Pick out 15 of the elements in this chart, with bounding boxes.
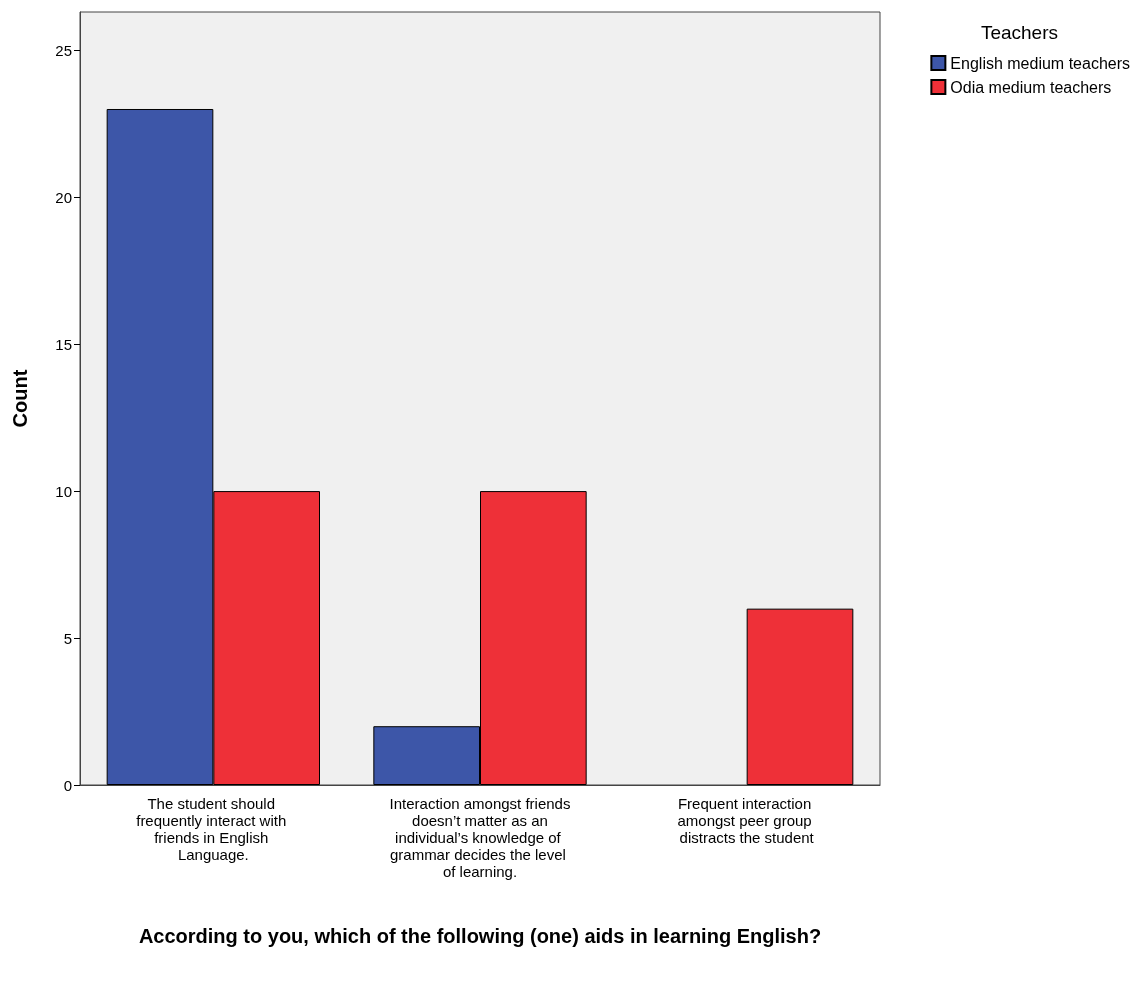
legend-title: Teachers <box>980 22 1059 43</box>
x-tick-label: The student should frequently interact with friends in English Language. <box>136 795 291 863</box>
y-tick-label: 5 <box>63 629 72 647</box>
y-tick-label: 10 <box>55 482 72 500</box>
x-tick-label: Interaction amongst friends doesn’t matter as an individual’s knowledge of grammar decides the level of learning. <box>389 795 571 880</box>
y-tick-label: 20 <box>55 188 72 206</box>
x-tick-label: Frequent interaction amongst peer group distracts the student <box>677 795 816 846</box>
bar <box>746 608 854 785</box>
y-tick-label: 25 <box>55 41 72 59</box>
y-tick-label: 0 <box>63 776 72 794</box>
legend-label: English medium teachers <box>950 54 1130 72</box>
y-axis-title: Count <box>9 369 31 428</box>
x-axis-title: According to you, which of the following (one) aids in learning English? <box>138 925 822 947</box>
y-tick-label: 15 <box>55 335 72 353</box>
legend-label: Odia medium teachers <box>950 78 1112 96</box>
